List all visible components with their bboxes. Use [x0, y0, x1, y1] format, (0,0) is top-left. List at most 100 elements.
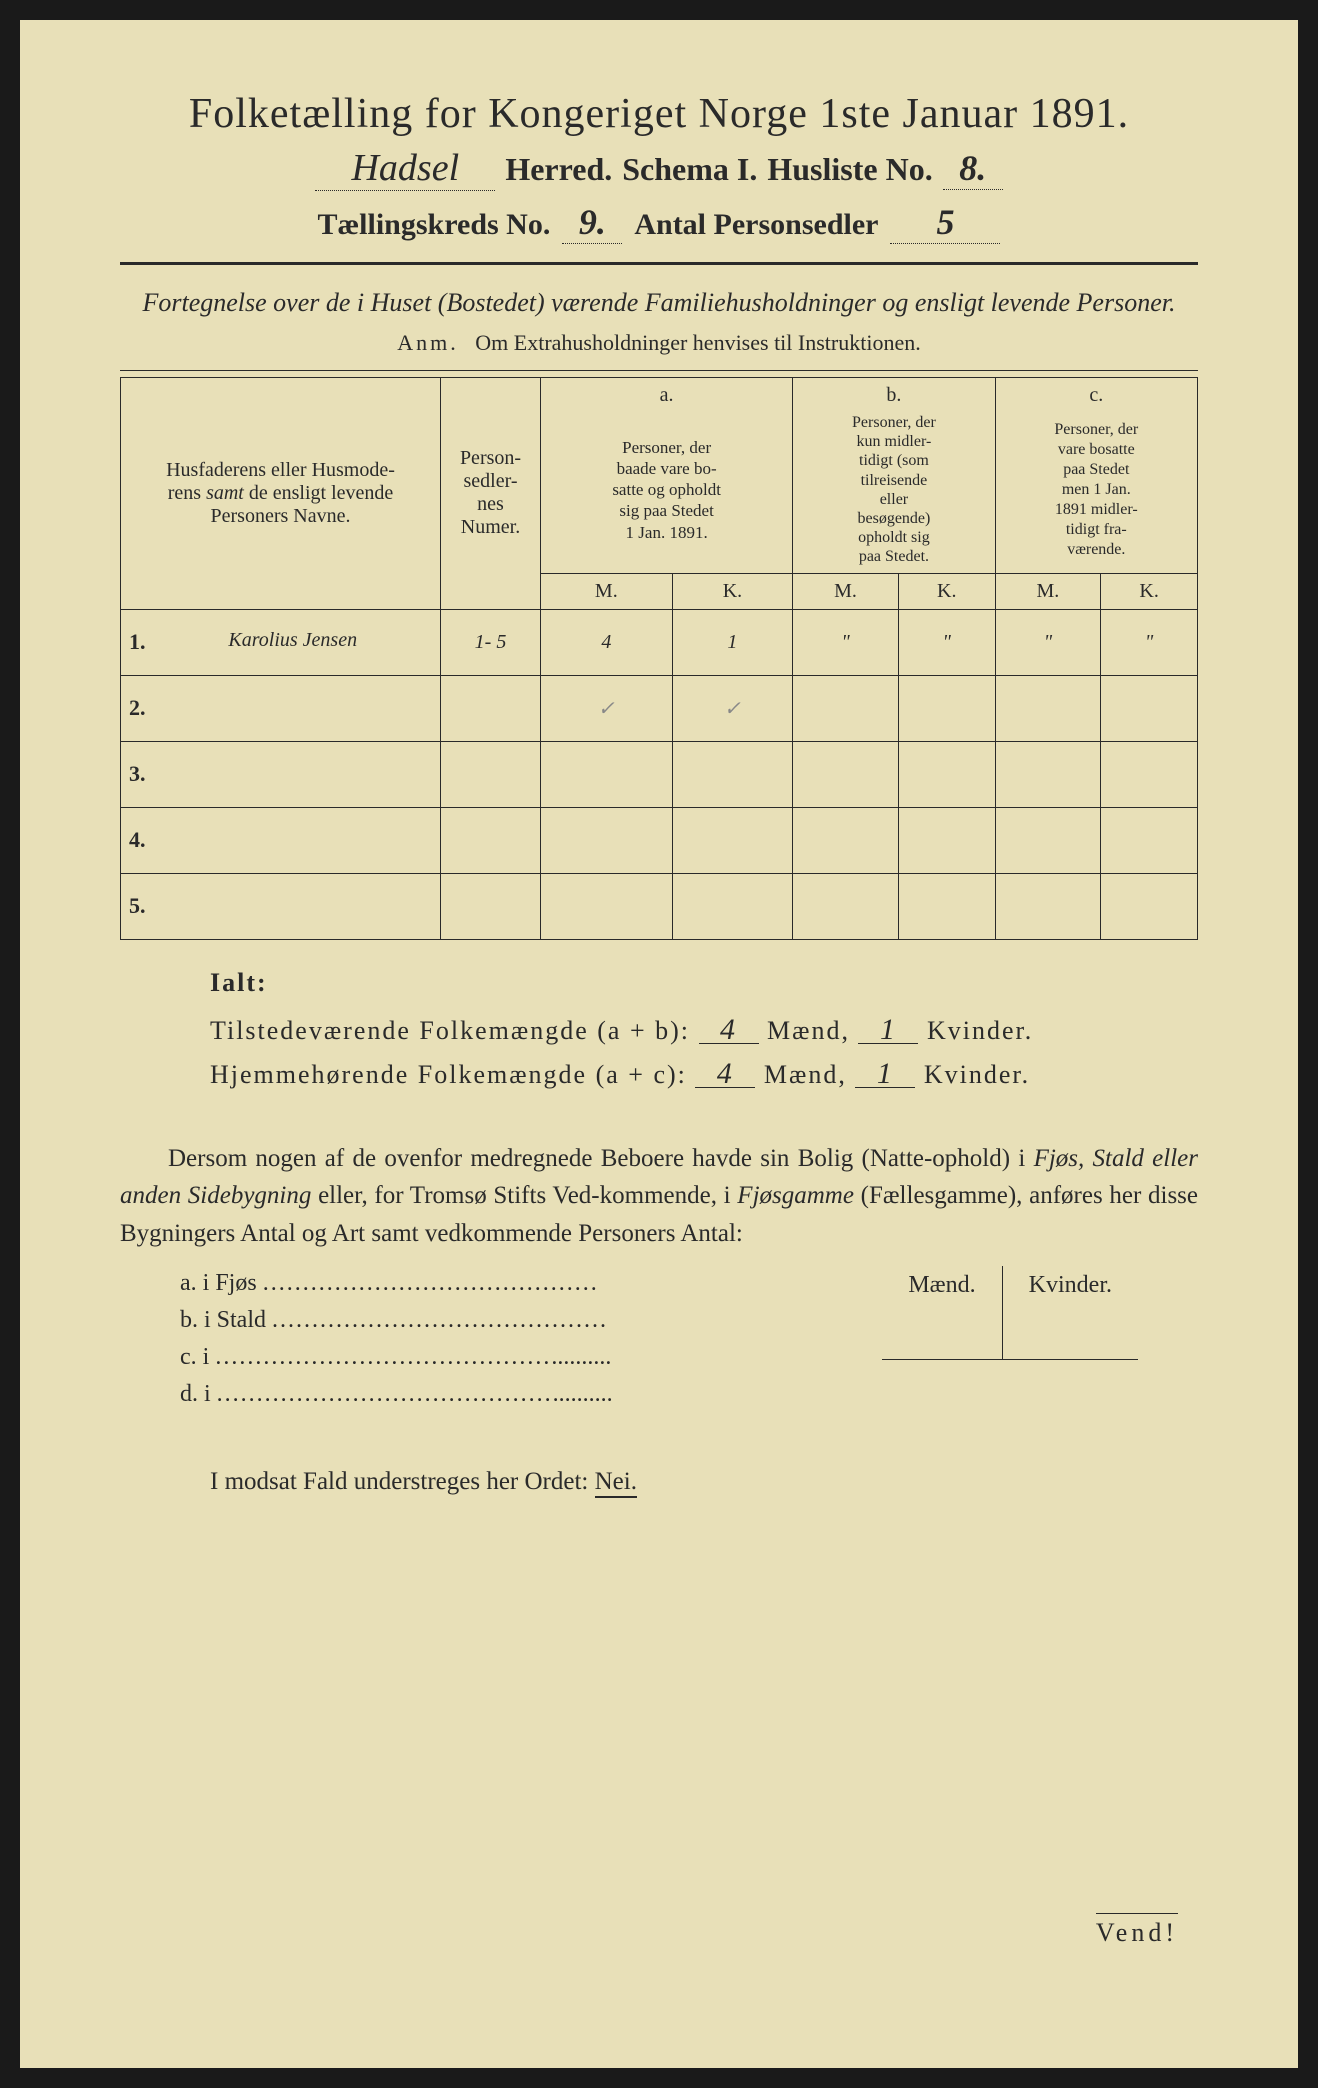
antal-value: 5	[890, 201, 1000, 244]
ialt-line-2: Hjemmehørende Folkemængde (a + c): 4 Mæn…	[210, 1060, 1198, 1090]
mk-kvinder: Kvinder.	[1002, 1266, 1138, 1360]
col-b-head: b.	[793, 378, 995, 408]
ialt-block: Ialt: Tilstedeværende Folkemængde (a + b…	[210, 968, 1198, 1090]
mk-table: Mænd. Kvinder.	[882, 1266, 1138, 1360]
cell	[441, 807, 541, 873]
row-1-am: 4	[541, 609, 673, 675]
header-line-3: Tællingskreds No. 9. Antal Personsedler …	[120, 201, 1198, 244]
cell	[1101, 741, 1198, 807]
page-title: Folketælling for Kongeriget Norge 1ste J…	[120, 90, 1198, 138]
row-2-name: 2.	[121, 675, 441, 741]
cell	[672, 807, 793, 873]
ialt-line1-label: Tilstedeværende Folkemængde (a + b):	[210, 1016, 690, 1045]
kreds-label: Tællingskreds No.	[318, 208, 551, 242]
header-line-2: Hadsel Herred. Schema I. Husliste No. 8.	[120, 146, 1198, 191]
anm-text: Om Extrahusholdninger henvises til Instr…	[475, 330, 920, 355]
row-1-ak: 1	[672, 609, 793, 675]
abcd-b-text: b. i Stald	[180, 1307, 266, 1333]
cell	[995, 873, 1101, 939]
col-c-m: M.	[995, 573, 1101, 609]
dots	[215, 1344, 551, 1370]
abcd-c-text: c. i	[180, 1344, 209, 1370]
table-row: 3.	[121, 741, 1198, 807]
table-header-row-1: Husfaderens eller Husmode-rens samt de e…	[121, 378, 1198, 408]
row-2-am: ✓	[541, 675, 673, 741]
cell	[793, 807, 899, 873]
rule	[120, 370, 1198, 371]
col-a-head: a.	[541, 378, 793, 408]
cell	[793, 675, 899, 741]
col-num-header: Person-sedler-nesNumer.	[441, 378, 541, 610]
cell	[1101, 675, 1198, 741]
cell	[898, 807, 995, 873]
row-num: 2.	[129, 695, 146, 721]
row-num: 3.	[129, 761, 146, 787]
row-num: 4.	[129, 827, 146, 853]
dots	[272, 1307, 608, 1333]
antal-label: Antal Personsedler	[634, 208, 878, 242]
name-value: Karolius Jensen	[228, 629, 357, 651]
row-1-name: 1. Karolius Jensen	[121, 609, 441, 675]
abcd-d: d. i ..........	[180, 1381, 1198, 1408]
cell	[1101, 873, 1198, 939]
col-a-desc: Personer, derbaade vare bo-satte og opho…	[541, 407, 793, 573]
herred-label: Herred.	[505, 151, 612, 188]
cell	[541, 873, 673, 939]
dots	[263, 1270, 599, 1296]
abcd-a-text: a. i Fjøs	[180, 1270, 257, 1296]
kvinder-label: Kvinder.	[924, 1060, 1030, 1089]
anm-prefix: Anm.	[397, 330, 459, 355]
row-3-name: 3.	[121, 741, 441, 807]
ialt-line2-label: Hjemmehørende Folkemængde (a + c):	[210, 1060, 687, 1089]
paragraph: Dersom nogen af de ovenfor medregnede Be…	[120, 1140, 1198, 1253]
row-1-num: 1- 5	[441, 609, 541, 675]
row-num: 5.	[129, 893, 146, 919]
row-5-name: 5.	[121, 873, 441, 939]
col-c-k: K.	[1101, 573, 1198, 609]
vend-label: Vend!	[1096, 1913, 1178, 1948]
cell	[441, 741, 541, 807]
rule	[120, 262, 1198, 265]
table-row: 1.Karolius Jensen 1- 5 4 1 " " " "	[121, 609, 1198, 675]
col-b-k: K.	[898, 573, 995, 609]
cell	[995, 807, 1101, 873]
subtitle-text: Fortegnelse over de i Huset (Bostedet) v…	[142, 288, 1175, 317]
cell	[793, 873, 899, 939]
cell	[898, 675, 995, 741]
row-1-ck: "	[1101, 609, 1198, 675]
row-4-name: 4.	[121, 807, 441, 873]
col-a-k: K.	[672, 573, 793, 609]
herred-value: Hadsel	[315, 146, 495, 191]
cell	[672, 741, 793, 807]
maend-label: Mænd,	[767, 1016, 850, 1045]
census-form-page: Folketælling for Kongeriget Norge 1ste J…	[20, 20, 1298, 2068]
nei-line: I modsat Fald understreges her Ordet: Ne…	[210, 1468, 1198, 1496]
row-1-cm: "	[995, 609, 1101, 675]
cell	[441, 873, 541, 939]
ialt-line2-m: 4	[695, 1060, 755, 1088]
row-num: 1.	[129, 629, 146, 655]
nei-word: Nei.	[595, 1468, 637, 1498]
cell	[995, 675, 1101, 741]
ialt-title: Ialt:	[210, 968, 1198, 998]
col-b-desc: Personer, derkun midler-tidigt (somtilre…	[793, 407, 995, 573]
cell	[672, 873, 793, 939]
cell	[898, 741, 995, 807]
anm-line: Anm. Om Extrahusholdninger henvises til …	[120, 330, 1198, 356]
cell	[541, 807, 673, 873]
cell	[793, 741, 899, 807]
schema-label: Schema I.	[622, 151, 757, 188]
col-a-m: M.	[541, 573, 673, 609]
row-1-bm: "	[793, 609, 899, 675]
ialt-line2-k: 1	[855, 1060, 915, 1088]
col-b-m: M.	[793, 573, 899, 609]
mk-maend: Mænd.	[882, 1266, 1002, 1360]
col-c-head: c.	[995, 378, 1197, 408]
nei-prefix: I modsat Fald understreges her Ordet:	[210, 1468, 588, 1495]
row-2-ak: ✓	[672, 675, 793, 741]
cell	[541, 741, 673, 807]
ialt-line-1: Tilstedeværende Folkemængde (a + b): 4 M…	[210, 1016, 1198, 1046]
ialt-line1-m: 4	[699, 1016, 759, 1044]
cell	[995, 741, 1101, 807]
husliste-label: Husliste No.	[767, 151, 932, 188]
